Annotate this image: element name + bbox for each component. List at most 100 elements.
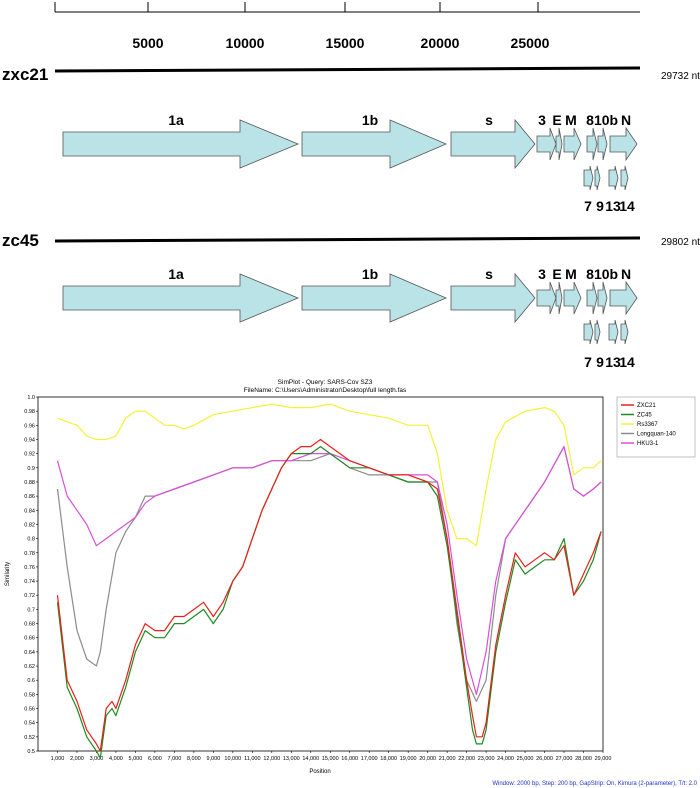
gene-label: 14 [619, 198, 635, 214]
plot-area [37, 396, 604, 752]
y-tick-label: 0.66 [24, 636, 35, 642]
gene-13-arrow [608, 165, 619, 191]
gene-label: 9 [596, 354, 604, 370]
gene-8-arrow [586, 127, 598, 161]
chart-title: SimPlot - Query: SARS-Cov SZ3 [278, 379, 373, 386]
gene-label: 7 [584, 354, 592, 370]
x-tick-label: 7,000 [167, 756, 181, 762]
y-tick-label: 0.52 [24, 735, 35, 741]
gene-label: 14 [619, 354, 635, 370]
gene-s-arrow [450, 272, 536, 324]
x-tick-label: 29,000 [595, 756, 612, 762]
y-tick-label: 0.94 [24, 437, 35, 443]
gene-7-arrow [583, 165, 594, 191]
x-axis: 1,000 2,000 3,000 4,000 5,000 6,000 7,000 8,000… [51, 751, 612, 762]
x-tick-label: 27,000 [556, 756, 573, 762]
y-tick-label: 0.78 [24, 551, 35, 557]
gene-s-arrow [450, 118, 536, 170]
gene-label: 8 [586, 112, 594, 128]
legend-item: HKU3-1 [637, 441, 659, 447]
y-tick-label: 0.6 [27, 678, 35, 684]
scale-label: 15000 [326, 35, 365, 51]
y-tick-label: 0.68 [24, 622, 35, 628]
gene-label: 7 [584, 198, 592, 214]
series-line-longquan-140 [56, 446, 602, 703]
genome-name: zxc21 [2, 65, 48, 84]
gene-label: E [552, 266, 561, 282]
series-line-zxc21 [56, 438, 602, 752]
gene-label: 13 [605, 354, 621, 370]
x-tick-label: 5,000 [129, 756, 143, 762]
x-tick-label: 19,000 [400, 756, 417, 762]
y-tick-label: 1.0 [27, 395, 35, 401]
legend: ZXC21 ZC45 Rs3367 Longquan-140 HKU3-1 [616, 396, 696, 458]
series-lines [56, 403, 602, 759]
gene-label: s [485, 266, 493, 282]
y-tick-label: 0.5 [27, 749, 35, 755]
gene-label: 3 [538, 266, 546, 282]
chart-footer: Window: 2000 bp, Step: 200 bp, GapStrip:… [492, 781, 697, 787]
x-tick-label: 21,000 [439, 756, 456, 762]
x-tick-label: 20,000 [419, 756, 436, 762]
gene-10b-arrow [597, 127, 608, 161]
gene-label: 1a [168, 112, 184, 128]
y-tick-label: 0.88 [24, 480, 35, 486]
gene-M-arrow [563, 281, 582, 315]
y-tick-label: 0.9 [27, 466, 35, 472]
gene-label: 8 [586, 266, 594, 282]
genome-name: zc45 [2, 231, 39, 250]
gene-label: s [485, 112, 493, 128]
x-tick-label: 12,000 [263, 756, 280, 762]
y-tick-label: 0.96 [24, 423, 35, 429]
y-tick-label: 0.84 [24, 508, 35, 514]
gene-10b-arrow [597, 281, 608, 315]
genome-line [54, 236, 641, 243]
gene-8-arrow [586, 281, 598, 315]
gene-E-arrow [555, 127, 563, 161]
legend-item: ZC45 [637, 413, 652, 419]
x-tick-label: 14,000 [302, 756, 319, 762]
genome-zxc21: zxc21 29732 nt 1a 1b s 3 E M 8 10b [2, 65, 700, 214]
gene-arrows [62, 272, 638, 345]
x-tick-label: 22,000 [458, 756, 475, 762]
genome-length: 29732 nt [661, 71, 700, 82]
gene-label: N [621, 112, 631, 128]
x-tick-label: 6,000 [148, 756, 162, 762]
chart-subtitle: FileName: C:\Users\Administrator\Desktop… [244, 387, 407, 394]
y-tick-label: 0.86 [24, 494, 35, 500]
gene-1a-arrow [62, 273, 300, 323]
gene-1b-arrow [301, 119, 448, 169]
x-tick-label: 16,000 [341, 756, 358, 762]
gene-1b-arrow [301, 273, 448, 323]
gene-E-arrow [555, 281, 563, 315]
genome-zc45: zc45 29802 nt 1a 1b s 3 E M 8 10b [2, 231, 700, 370]
x-tick-label: 10,000 [224, 756, 241, 762]
x-tick-label: 1,000 [51, 756, 65, 762]
legend-item: ZXC21 [637, 403, 656, 409]
x-tick-label: 24,000 [497, 756, 514, 762]
y-tick-label: 0.62 [24, 664, 35, 670]
x-tick-label: 23,000 [478, 756, 495, 762]
x-tick-label: 28,000 [575, 756, 592, 762]
series-line-rs3367 [57, 403, 602, 547]
y-tick-label: 0.98 [24, 409, 35, 415]
y-tick-label: 0.56 [24, 707, 35, 713]
gene-label: 10b [594, 266, 618, 282]
gene-label: M [565, 112, 577, 128]
x-tick-label: 13,000 [283, 756, 300, 762]
legend-item: Longquan-140 [637, 432, 676, 438]
gene-label: M [565, 266, 577, 282]
x-tick-label: 9,000 [206, 756, 220, 762]
x-axis-label: Position [309, 769, 330, 775]
scale-label: 25000 [511, 35, 550, 51]
y-tick-label: 0.92 [24, 452, 35, 458]
gene-label: 13 [605, 198, 621, 214]
x-tick-label: 18,000 [380, 756, 397, 762]
gene-N-arrow [609, 280, 638, 316]
series-line-zc45 [56, 446, 602, 759]
gene-label: 9 [596, 198, 604, 214]
gene-13-arrow [608, 319, 619, 345]
genome-line [54, 66, 641, 73]
scale-label: 10000 [226, 35, 265, 51]
gene-9-arrow [594, 165, 601, 191]
